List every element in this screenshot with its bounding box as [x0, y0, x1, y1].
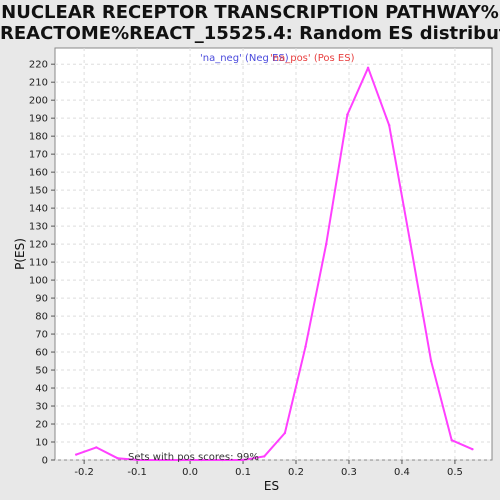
x-axis-label: ES — [264, 479, 279, 493]
chart-title-line-2: REACTOME%REACT_15525.4: Random ES distri… — [0, 23, 500, 44]
y-tick-label: 110 — [29, 258, 48, 269]
data-point — [241, 458, 245, 462]
y-axis: 0 10 20 30 40 50 60 70 80 90 100 110 120 130 140 150 160… — [29, 60, 55, 467]
y-tick-label: 170 — [29, 150, 48, 161]
y-tick-label: 60 — [35, 348, 48, 359]
x-axis: -0.2 -0.1 0.0 0.1 0.2 0.3 0.4 0.5 — [74, 460, 463, 478]
y-tick-label: 130 — [29, 222, 48, 233]
data-point — [221, 458, 224, 462]
y-tick-label: 90 — [35, 294, 48, 305]
data-point — [116, 457, 119, 460]
data-point — [136, 458, 140, 462]
y-tick-label: 100 — [29, 276, 48, 287]
x-tick-label: -0.1 — [127, 467, 147, 478]
y-tick-label: 10 — [35, 438, 48, 449]
y-tick-label: 150 — [29, 186, 48, 197]
x-tick-label: 0.1 — [235, 467, 251, 478]
y-tick-label: 30 — [35, 402, 48, 413]
data-point — [346, 113, 349, 116]
chart-title-line-1: NUCLEAR RECEPTOR TRANSCRIPTION PATHWAY% — [1, 2, 499, 23]
y-tick-label: 50 — [35, 366, 48, 377]
pos-scores-annotation: Sets with pos scores: 99% — [128, 452, 259, 463]
x-tick-label: 0.2 — [288, 467, 304, 478]
data-point — [74, 453, 78, 456]
series-layer — [74, 66, 474, 462]
data-point — [95, 446, 98, 449]
data-point — [199, 458, 203, 462]
data-point — [408, 239, 412, 242]
x-tick-label: 0.3 — [341, 467, 357, 478]
data-point — [471, 448, 474, 451]
x-tick-label: 0.0 — [182, 467, 198, 478]
data-point — [429, 359, 433, 363]
legend-entry-neg: 'na_neg' (Neg ES) — [200, 53, 289, 64]
y-tick-label: 80 — [35, 312, 48, 323]
y-tick-label: 200 — [29, 96, 48, 107]
x-tick-label: 0.5 — [447, 467, 463, 478]
y-tick-label: 220 — [29, 60, 48, 71]
y-tick-label: 20 — [35, 420, 48, 431]
data-point — [263, 455, 266, 458]
x-tick-label: -0.2 — [74, 467, 94, 478]
y-tick-label: 0 — [42, 456, 48, 467]
y-axis-label: P(ES) — [13, 238, 27, 270]
data-point — [366, 66, 370, 69]
data-point — [450, 439, 453, 442]
data-point — [158, 458, 161, 462]
x-tick-label: 0.4 — [394, 467, 410, 478]
legend-entry-pos: 'na_pos' (Pos ES) — [270, 53, 355, 64]
data-point — [283, 431, 287, 435]
grid — [55, 48, 492, 461]
data-point — [179, 458, 182, 462]
data-point — [304, 345, 307, 348]
y-tick-label: 210 — [29, 78, 48, 89]
y-tick-label: 70 — [35, 330, 48, 341]
y-tick-label: 190 — [29, 114, 48, 125]
y-tick-label: 140 — [29, 204, 48, 215]
y-tick-label: 120 — [29, 240, 48, 251]
data-point — [388, 124, 391, 127]
plot-area — [54, 47, 493, 461]
y-tick-label: 180 — [29, 132, 48, 143]
y-tick-label: 40 — [35, 384, 48, 395]
data-point — [325, 242, 328, 246]
y-tick-label: 160 — [29, 168, 48, 179]
series-line — [75, 66, 473, 461]
